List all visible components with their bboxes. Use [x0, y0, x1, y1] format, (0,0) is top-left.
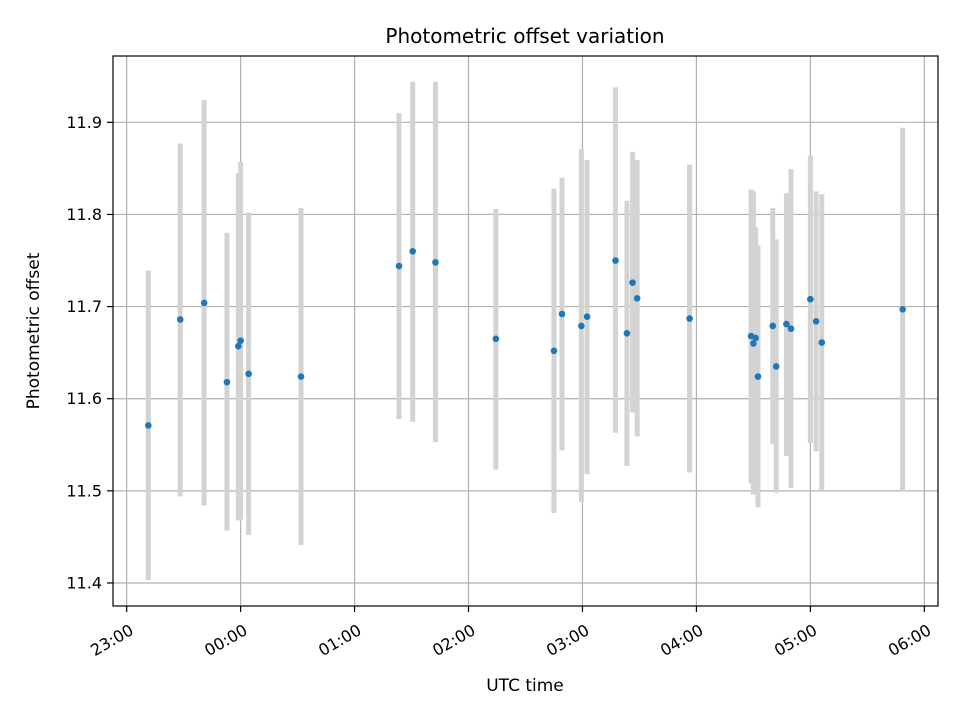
grid — [113, 56, 938, 606]
data-point — [245, 370, 252, 378]
plot-frame — [112, 55, 939, 607]
data-point — [176, 316, 184, 323]
data-point — [686, 315, 693, 322]
y-axis: 11.4 11.5 11.6 11.7 11.8 11.9 — [66, 113, 113, 592]
data-point — [432, 259, 439, 266]
y-tick-label: 11.4 — [66, 573, 102, 592]
data-point — [769, 322, 777, 330]
data-point — [558, 310, 566, 318]
data-point — [297, 373, 305, 380]
data-points — [145, 248, 906, 429]
data-point — [633, 294, 641, 302]
data-point — [200, 299, 208, 307]
y-tick-label: 11.8 — [66, 205, 102, 224]
data-point — [409, 248, 416, 255]
data-point — [395, 262, 403, 270]
data-point — [807, 295, 814, 303]
data-point — [812, 318, 820, 325]
data-point — [752, 334, 759, 342]
y-tick-label: 11.9 — [66, 113, 102, 132]
x-axis-label: UTC time — [486, 676, 564, 696]
data-point — [145, 422, 152, 429]
data-point — [612, 257, 619, 264]
data-point — [550, 347, 558, 355]
data-point — [629, 279, 636, 286]
data-point — [818, 339, 826, 346]
data-point — [783, 320, 790, 328]
data-point — [772, 363, 780, 370]
data-point — [750, 340, 757, 347]
data-point — [223, 378, 231, 386]
chart-title: Photometric offset variation — [385, 24, 664, 48]
y-tick-label: 11.6 — [66, 389, 102, 408]
data-point — [578, 322, 585, 330]
data-point — [754, 373, 762, 380]
data-point — [787, 325, 795, 332]
y-tick-label: 11.7 — [66, 297, 102, 316]
data-point — [492, 335, 500, 343]
data-point — [583, 313, 591, 321]
data-point — [235, 342, 242, 350]
data-point — [899, 306, 906, 313]
y-tick-label: 11.5 — [66, 481, 102, 500]
data-point — [623, 330, 631, 337]
data-point — [237, 337, 244, 344]
y-axis-label: Photometric offset — [24, 252, 44, 409]
